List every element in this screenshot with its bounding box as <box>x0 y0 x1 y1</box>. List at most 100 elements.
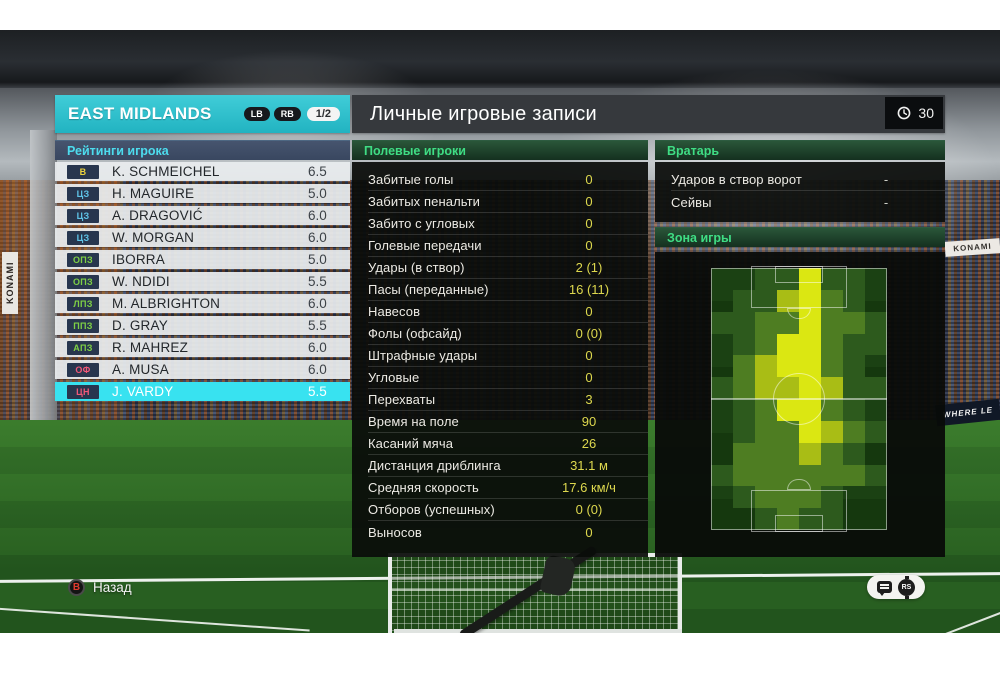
heat-cell <box>711 290 733 312</box>
b-button-icon: B <box>68 579 85 596</box>
zone-section-header: Зона игры <box>655 227 945 247</box>
player-row[interactable]: ЦН J. VARDY 5.5 <box>55 382 350 401</box>
rb-button-icon[interactable]: RB <box>273 107 301 121</box>
stadium-pillar <box>30 130 57 422</box>
goal-post-left <box>388 553 392 633</box>
heat-cell <box>777 442 799 465</box>
heat-cell <box>821 442 843 465</box>
stat-row: Пасы (переданные) 16 (11) <box>368 279 648 301</box>
heat-cell <box>777 399 799 421</box>
chat-icon[interactable] <box>877 581 892 596</box>
heat-cell <box>865 464 887 487</box>
heat-cell <box>755 420 777 443</box>
stat-value: 0 (0) <box>575 326 603 341</box>
player-row[interactable]: АПЗ R. MAHREZ 6.0 <box>55 338 350 357</box>
heat-cell <box>777 420 799 443</box>
player-name: W. MORGAN <box>112 230 195 245</box>
stat-label: Забито с угловых <box>368 216 475 231</box>
heat-cell <box>777 464 799 487</box>
heat-cell <box>799 399 821 421</box>
player-name: M. ALBRIGHTON <box>112 296 221 311</box>
right-stick-icon[interactable]: RS <box>898 575 915 599</box>
heat-cell <box>821 333 843 356</box>
stat-value: 0 <box>585 524 593 540</box>
position-badge: ОФ <box>67 362 99 377</box>
stat-row: Касаний мяча 26 <box>368 433 648 455</box>
position-badge: В <box>67 164 99 179</box>
stat-row: Забитых пенальти 0 <box>368 191 648 213</box>
stat-label: Удары (в створ) <box>368 260 465 275</box>
heat-cell <box>821 377 843 399</box>
player-name: D. GRAY <box>112 318 168 333</box>
heat-cell <box>843 333 865 356</box>
footer-hint-pill[interactable]: RS <box>867 575 925 599</box>
heat-cell <box>821 311 843 334</box>
player-row[interactable]: ОПЗ W. NDIDI 5.5 <box>55 272 350 291</box>
heat-cell <box>843 486 865 508</box>
heat-cell <box>755 268 777 290</box>
player-row[interactable]: В K. SCHMEICHEL 6.5 <box>55 162 350 181</box>
back-button[interactable]: B Назад <box>68 579 132 596</box>
player-row[interactable]: ОПЗ IBORRA 5.0 <box>55 250 350 269</box>
heat-cell <box>755 333 777 356</box>
heat-cell <box>755 508 777 530</box>
stat-label: Угловые <box>368 370 420 385</box>
player-row[interactable]: ЦЗ A. DRAGOVIĆ 6.0 <box>55 206 350 225</box>
stat-label: Штрафные удары <box>368 348 478 363</box>
player-name: R. MAHREZ <box>112 340 189 355</box>
heat-cell <box>755 399 777 421</box>
player-name: IBORRA <box>112 252 165 267</box>
heat-cell <box>733 268 755 290</box>
heat-cell <box>799 311 821 334</box>
lb-button-icon[interactable]: LB <box>243 107 270 121</box>
goal-frame <box>388 553 682 633</box>
stat-label: Забитые голы <box>368 172 454 187</box>
heat-cell <box>865 399 887 421</box>
player-row[interactable]: ППЗ D. GRAY 5.5 <box>55 316 350 335</box>
clock-value: 30 <box>918 105 934 121</box>
heat-cell <box>843 399 865 421</box>
stat-value: 0 (0) <box>575 502 603 517</box>
heat-cell <box>843 377 865 399</box>
heat-cell <box>733 377 755 399</box>
heat-cell <box>733 486 755 509</box>
stat-row: Навесов 0 <box>368 301 648 323</box>
player-row[interactable]: ЦЗ W. MORGAN 6.0 <box>55 228 350 247</box>
player-row[interactable]: ЛПЗ M. ALBRIGHTON 6.0 <box>55 294 350 313</box>
heat-cell <box>733 420 755 443</box>
heat-cell <box>755 377 777 399</box>
heat-cell <box>821 464 843 487</box>
player-row[interactable]: ЦЗ H. MAGUIRE 5.0 <box>55 184 350 203</box>
stat-label: Фолы (офсайд) <box>368 326 462 341</box>
position-badge: ЦЗ <box>67 208 99 223</box>
goal-post-right <box>678 553 682 633</box>
heat-cell <box>755 464 777 487</box>
heat-cell <box>799 420 821 443</box>
stat-row: Средняя скорость 17.6 км/ч <box>368 477 648 499</box>
stat-row: Ударов в створ ворот - <box>671 169 945 191</box>
stat-value: 0 <box>585 304 593 319</box>
back-label: Назад <box>93 580 132 595</box>
stat-row: Угловые 0 <box>368 367 648 389</box>
stat-value: 0 <box>585 370 593 385</box>
heat-cell <box>733 333 755 356</box>
heat-cell <box>733 442 755 465</box>
heat-cell <box>711 508 733 530</box>
stat-row: Выносов 0 <box>368 521 648 543</box>
stat-row: Удары (в створ) 2 (1) <box>368 257 648 279</box>
heat-cell <box>865 355 887 377</box>
heat-cell <box>843 508 865 530</box>
stat-value: 26 <box>581 436 597 451</box>
player-row[interactable]: ОФ A. MUSA 6.0 <box>55 360 350 379</box>
heat-cell <box>865 290 887 312</box>
stat-label: Пасы (переданные) <box>368 282 489 297</box>
team-header: EAST MIDLANDS LB RB 1/2 <box>55 95 350 133</box>
heat-cell <box>865 377 887 399</box>
stat-value: 0 <box>585 216 593 231</box>
page-title: Личные игровые записи <box>370 103 597 125</box>
player-rating: 6.0 <box>308 296 327 311</box>
heat-cell <box>777 508 799 530</box>
stat-label: Дистанция дриблинга <box>368 458 501 473</box>
position-badge: ОПЗ <box>67 274 99 289</box>
heat-cell <box>777 289 799 312</box>
